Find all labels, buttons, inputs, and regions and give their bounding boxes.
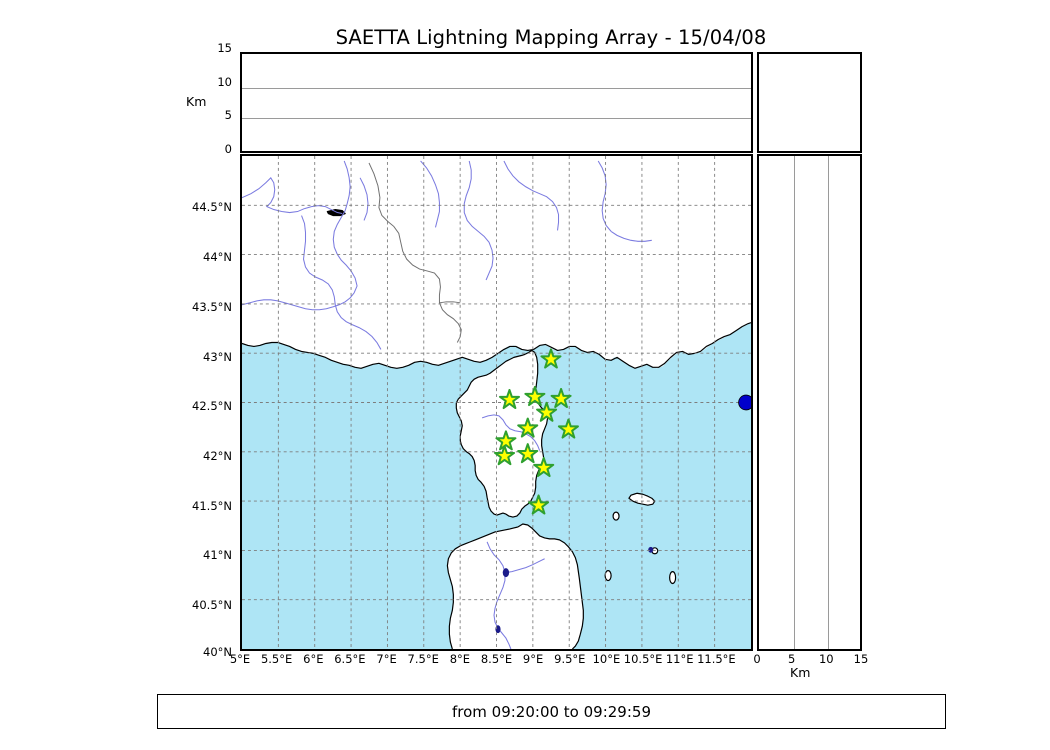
map-xtick-8: 8°E <box>449 652 471 666</box>
top-panel-axis-label-km: Km <box>186 94 207 109</box>
top-panel-ytick-10: 10 <box>217 74 232 89</box>
top-panel-ytick-5: 5 <box>224 108 232 123</box>
right-panel-xtick-5: 5 <box>788 652 796 666</box>
map-ytick-43: 43°N <box>203 349 232 364</box>
lightning-map-panel[interactable] <box>240 154 753 651</box>
top-panel-gridline-5 <box>242 118 751 120</box>
map-graphic <box>242 156 751 649</box>
map-gridlines <box>242 156 751 649</box>
right-panel-xtick-15: 15 <box>853 652 869 666</box>
map-xtick-5.5: 5.5°E <box>260 652 293 666</box>
map-xtick-6.5: 6.5°E <box>334 652 366 666</box>
map-xtick-9.5: 9.5°E <box>554 652 586 666</box>
map-ytick-42: 42°N <box>203 448 232 463</box>
page-title: SAETTA Lightning Mapping Array - 15/04/0… <box>335 26 767 49</box>
map-ytick-44.5: 44.5°N <box>192 200 232 215</box>
map-ytick-44: 44°N <box>203 250 232 265</box>
river-layer <box>242 160 652 649</box>
map-xtick-7: 7°E <box>376 652 397 666</box>
top-panel-ytick-15: 15 <box>217 41 232 55</box>
right-panel-xtick-10: 10 <box>818 652 834 666</box>
altitude-vs-longitude-panel[interactable] <box>240 52 753 153</box>
map-ytick-41: 41°N <box>203 548 232 563</box>
map-xtick-10.5: 10.5°E <box>623 652 663 666</box>
border-layer <box>368 162 462 343</box>
land-layer <box>242 156 751 649</box>
map-xtick-5: 5°E <box>229 652 251 666</box>
map-ytick-40.5: 40.5°N <box>192 598 232 612</box>
map-ytick-41.5: 41.5°N <box>192 498 232 513</box>
map-xtick-11: 11°E <box>665 652 694 666</box>
map-xtick-11.5: 11.5°E <box>697 652 736 666</box>
latitude-vs-altitude-panel[interactable] <box>757 154 862 651</box>
source-marker[interactable] <box>738 394 751 411</box>
map-ytick-42.5: 42.5°N <box>192 399 232 414</box>
map-xtick-10: 10°E <box>592 652 621 666</box>
altitude-histogram-panel[interactable] <box>757 52 862 153</box>
map-xtick-6: 6°E <box>303 652 324 666</box>
right-panel-gridline-5 <box>793 156 795 649</box>
right-panel-axis-label-km: Km <box>790 665 811 680</box>
time-range-box: from 09:20:00 to 09:29:59 <box>157 694 946 729</box>
time-range-text: from 09:20:00 to 09:29:59 <box>451 702 651 721</box>
right-panel-gridline-10 <box>828 156 830 649</box>
map-xtick-9: 9°E <box>522 652 544 666</box>
top-panel-gridline-10 <box>242 87 751 89</box>
map-xtick-7.5: 7.5°E <box>407 652 439 666</box>
right-panel-xtick-0: 0 <box>753 652 761 666</box>
map-xtick-8.5: 8.5°E <box>480 652 513 666</box>
source-markers[interactable] <box>738 394 751 411</box>
top-panel-ytick-0: 0 <box>224 142 232 156</box>
map-ytick-40: 40°N <box>203 644 232 659</box>
map-ytick-43.5: 43.5°N <box>192 299 232 314</box>
